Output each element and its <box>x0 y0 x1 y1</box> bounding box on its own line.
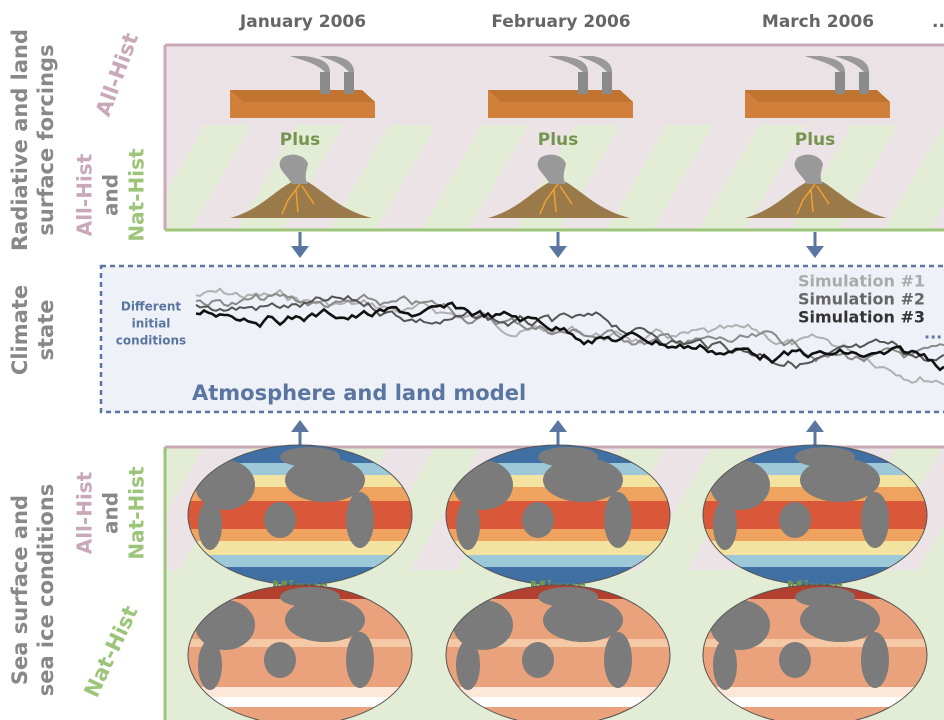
row-label-part: Nat-Hist <box>125 148 149 242</box>
row-label-part: and <box>99 174 123 216</box>
continent <box>779 502 811 538</box>
arrow-head <box>806 420 824 432</box>
continent <box>280 447 340 467</box>
box-note: Different <box>121 300 182 314</box>
diagram: Radiative and land surface forcings Clim… <box>0 0 944 720</box>
map-band <box>446 687 670 697</box>
side-label-line: sea ice conditions <box>34 484 58 697</box>
legend-more: ... <box>924 324 942 343</box>
continent <box>522 642 554 678</box>
arrow-head <box>291 420 309 432</box>
box-note: conditions <box>116 334 186 348</box>
column-title: March 2006 <box>762 12 874 32</box>
continent <box>346 632 374 688</box>
row-label-part: Nat-Hist <box>125 466 149 560</box>
arrow-head <box>549 246 567 258</box>
more-columns: ... <box>932 12 944 32</box>
continent <box>198 640 222 690</box>
continent <box>198 500 222 550</box>
chimney <box>320 72 330 94</box>
side-label: Radiative and land surface forcings <box>8 29 58 251</box>
row-label-part: and <box>99 492 123 534</box>
continent <box>713 500 737 550</box>
row-label-part: All-Hist <box>73 471 97 554</box>
continent <box>795 587 855 607</box>
side-label: Sea surface and sea ice conditions <box>8 484 58 697</box>
continent <box>264 642 296 678</box>
side-label: Climate state <box>8 285 58 375</box>
continent <box>280 587 340 607</box>
plus-label: Plus <box>538 130 579 150</box>
column-title: February 2006 <box>491 12 630 32</box>
row-label: Nat-Hist <box>80 602 143 701</box>
legend-entry: Simulation #1 <box>798 272 925 291</box>
continent <box>456 640 480 690</box>
arrow-head <box>806 246 824 258</box>
legend-entry: Simulation #3 <box>798 308 925 327</box>
continent <box>713 640 737 690</box>
model-label: Atmosphere and land model <box>192 381 526 405</box>
map-band <box>188 687 412 697</box>
map-band <box>188 541 412 555</box>
legend-entry: Simulation #2 <box>798 290 925 309</box>
continent <box>795 447 855 467</box>
column-title: January 2006 <box>239 12 366 32</box>
continent <box>456 500 480 550</box>
continent <box>861 632 889 688</box>
row-label: All-Hist and Nat-Hist <box>73 148 149 242</box>
box-note: initial <box>132 317 171 331</box>
continent <box>538 447 598 467</box>
side-label-line: Radiative and land <box>8 29 32 251</box>
plus-label: Plus <box>795 130 836 150</box>
continent <box>264 502 296 538</box>
side-label-line: Climate <box>8 285 32 375</box>
chimney <box>859 72 869 94</box>
side-label-line: state <box>34 300 58 361</box>
arrow-head <box>291 246 309 258</box>
side-label-line: surface forcings <box>34 44 58 235</box>
continent <box>604 632 632 688</box>
row-label: All-Hist <box>91 30 143 120</box>
chimney <box>835 72 845 94</box>
plus-label: Plus <box>280 130 321 150</box>
continent <box>538 587 598 607</box>
chimney <box>344 72 354 94</box>
row-label: All-Hist and Nat-Hist <box>73 466 149 560</box>
continent <box>346 492 374 548</box>
continent <box>522 502 554 538</box>
chimney <box>602 72 612 94</box>
chimney <box>578 72 588 94</box>
row-label-part: All-Hist <box>73 153 97 236</box>
map-band <box>703 541 927 555</box>
continent <box>779 642 811 678</box>
map-band <box>703 687 927 697</box>
continent <box>604 492 632 548</box>
map-band <box>446 541 670 555</box>
side-label-line: Sea surface and <box>8 495 32 685</box>
continent <box>861 492 889 548</box>
arrow-head <box>549 420 567 432</box>
